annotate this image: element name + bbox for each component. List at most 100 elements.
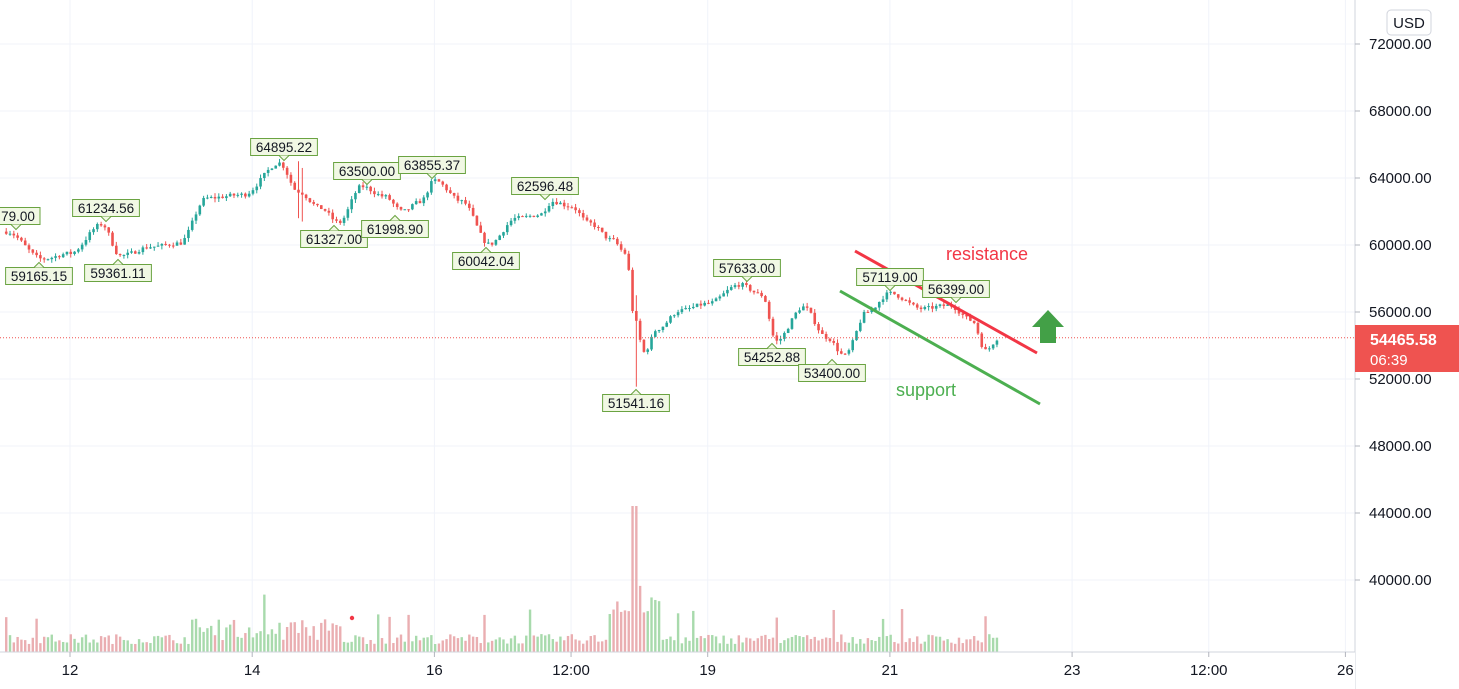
candle-body xyxy=(141,247,145,253)
volume-bar xyxy=(92,639,95,652)
volume-bar xyxy=(449,634,452,652)
candle-body xyxy=(263,172,266,179)
volume-bar xyxy=(16,636,19,652)
volume-bar xyxy=(452,636,456,652)
candle-body xyxy=(388,195,391,200)
pivot-label-text: 59361.11 xyxy=(90,266,145,281)
candle-body xyxy=(8,233,12,235)
volume-bar xyxy=(657,601,661,652)
volume-bar xyxy=(767,639,771,652)
volume-bar xyxy=(122,639,126,652)
candle-body xyxy=(331,212,334,220)
price-axis[interactable]: 72000.00 68000.00 64000.00 60000.00 56000.00… xyxy=(1354,0,1459,689)
candle-body xyxy=(270,168,274,170)
pivot-labels: 79.00 61234.56 59165.15 59361.11 64895.22 635… xyxy=(0,138,990,412)
volume-bar xyxy=(263,594,266,652)
candle-body xyxy=(354,193,357,200)
volume-bar xyxy=(99,636,103,652)
volume-bar xyxy=(58,640,61,652)
candle-body xyxy=(851,340,855,351)
candle-body xyxy=(741,283,744,287)
volume-bar xyxy=(612,609,615,652)
candle-body xyxy=(16,235,19,238)
volume-bar xyxy=(976,640,980,652)
volume-bar xyxy=(111,643,114,652)
pivot-label-high: 64895.22 xyxy=(250,138,318,162)
candle-body xyxy=(293,182,297,190)
volume-bar xyxy=(870,640,873,652)
candle-body xyxy=(699,303,703,306)
volume-bar xyxy=(24,640,27,652)
candle-body xyxy=(756,292,760,294)
volume-bar xyxy=(244,633,247,652)
candle-body xyxy=(737,285,741,287)
volume-bar xyxy=(847,642,851,652)
candle-body xyxy=(228,193,232,197)
candle-body xyxy=(889,291,892,293)
volume-bar xyxy=(54,641,57,652)
candle-body xyxy=(927,306,930,308)
candle-body xyxy=(923,306,927,310)
pivot-label-low: 54252.88 xyxy=(738,342,806,366)
candle-body xyxy=(373,191,376,195)
currency-button[interactable]: USD xyxy=(1386,9,1432,36)
support-line[interactable] xyxy=(839,289,1041,406)
candle-body xyxy=(278,162,281,166)
volume-bar xyxy=(600,641,604,652)
pivot-label-text: 64895.22 xyxy=(256,140,312,155)
volume-bar xyxy=(684,637,687,652)
candle-body xyxy=(190,220,194,230)
candle-body xyxy=(369,186,372,192)
price-tick-label: 48000.00 xyxy=(1369,438,1432,455)
candle-body xyxy=(790,318,794,329)
volume-bar xyxy=(160,637,164,652)
volume-bar xyxy=(289,622,293,652)
candle-body xyxy=(540,213,543,216)
candle-body xyxy=(965,314,968,317)
candle-body xyxy=(61,254,65,258)
candle-body xyxy=(995,340,999,345)
volume-bar xyxy=(464,640,467,652)
up-arrow-icon[interactable] xyxy=(1032,310,1064,343)
volume-bar xyxy=(714,636,718,652)
volume-bar xyxy=(323,619,327,652)
volume-bar xyxy=(236,636,239,652)
volume-bar xyxy=(737,635,741,652)
pivot-label-text: 63855.37 xyxy=(404,158,460,173)
candle-body xyxy=(88,232,92,241)
price-tick-label: 64000.00 xyxy=(1369,170,1432,187)
volume-bar xyxy=(912,641,915,652)
volume-bar xyxy=(722,635,725,652)
volume-bar xyxy=(107,635,110,652)
candle-body xyxy=(384,195,388,197)
volume-bar xyxy=(821,638,824,652)
candle-body xyxy=(247,193,251,197)
volume-bar xyxy=(893,642,896,652)
grid xyxy=(0,0,1355,652)
candle-body xyxy=(221,196,224,199)
time-tick-label: 26 xyxy=(1337,662,1354,679)
candle-body xyxy=(23,240,27,246)
volume-bar xyxy=(213,635,217,652)
pivot-label-high: 57633.00 xyxy=(713,259,781,283)
candle-body xyxy=(316,203,319,206)
candle-body xyxy=(912,302,915,305)
candle-body xyxy=(733,285,737,288)
volume-bar xyxy=(699,636,703,652)
candle-body xyxy=(919,307,923,310)
time-axis[interactable]: 12 14 16 12:00 19 21 23 12:00 26 xyxy=(0,651,1355,689)
candle-body xyxy=(42,258,46,260)
candle-body xyxy=(729,287,733,290)
candle-body xyxy=(786,328,790,333)
pivot-label-text: 57119.00 xyxy=(862,270,917,285)
candle-body xyxy=(160,243,164,246)
candle-body xyxy=(304,194,308,199)
volume-bar xyxy=(320,622,323,652)
volume-bar xyxy=(623,610,627,652)
candle-body xyxy=(904,299,908,301)
time-tick-label: 12:00 xyxy=(1190,662,1228,679)
candle-body xyxy=(969,316,972,321)
candle-body xyxy=(980,333,984,347)
volume-bar xyxy=(946,639,949,652)
